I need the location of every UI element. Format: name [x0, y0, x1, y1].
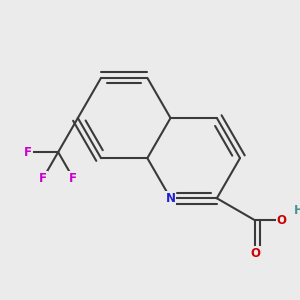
- Text: F: F: [69, 172, 77, 185]
- Text: O: O: [250, 247, 260, 260]
- Text: N: N: [166, 192, 176, 205]
- Text: F: F: [39, 172, 47, 185]
- Text: H: H: [294, 204, 300, 217]
- Text: F: F: [24, 146, 32, 159]
- Text: O: O: [277, 214, 287, 227]
